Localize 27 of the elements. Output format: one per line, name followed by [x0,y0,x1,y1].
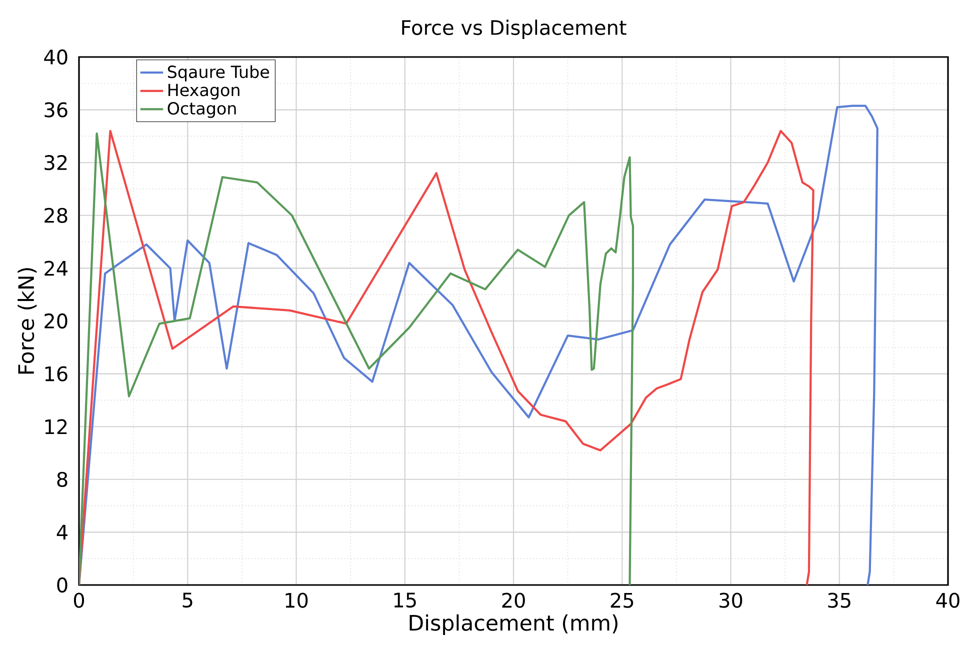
y-tick-label: 20 [44,313,68,329]
y-tick-label: 28 [44,208,68,223]
y-axis-title: Force (kN) [18,268,37,374]
y-tick-label: 12 [45,419,67,434]
y-tick-label: 4 [56,524,68,540]
x-axis-title: Displacement (mm) [410,614,618,635]
y-tick-label: 36 [44,102,68,118]
legend-label: Octagon [168,102,236,118]
line-series [79,132,634,585]
x-tick-label: 40 [936,592,960,608]
y-tick-label: 24 [44,260,68,276]
y-tick-label: 16 [45,366,68,382]
y-tick-label: 32 [44,155,67,170]
y-tick-label: 8 [57,472,68,487]
x-tick-label: 25 [610,592,634,608]
y-tick-label: 0 [57,577,68,593]
legend-label: Hexagon [168,84,240,100]
x-tick-label: 30 [720,592,742,608]
x-tick-label: 10 [286,592,308,608]
x-tick-label: 0 [74,592,84,608]
x-tick-label: 35 [828,592,850,608]
x-tick-label: 20 [502,592,525,608]
chart-title: Force vs Displacement [402,20,626,39]
y-tick-label: 40 [44,49,68,65]
legend-label: Sqaure Tube [168,65,270,82]
x-tick-label: 5 [182,592,192,608]
x-tick-label: 15 [394,592,416,608]
